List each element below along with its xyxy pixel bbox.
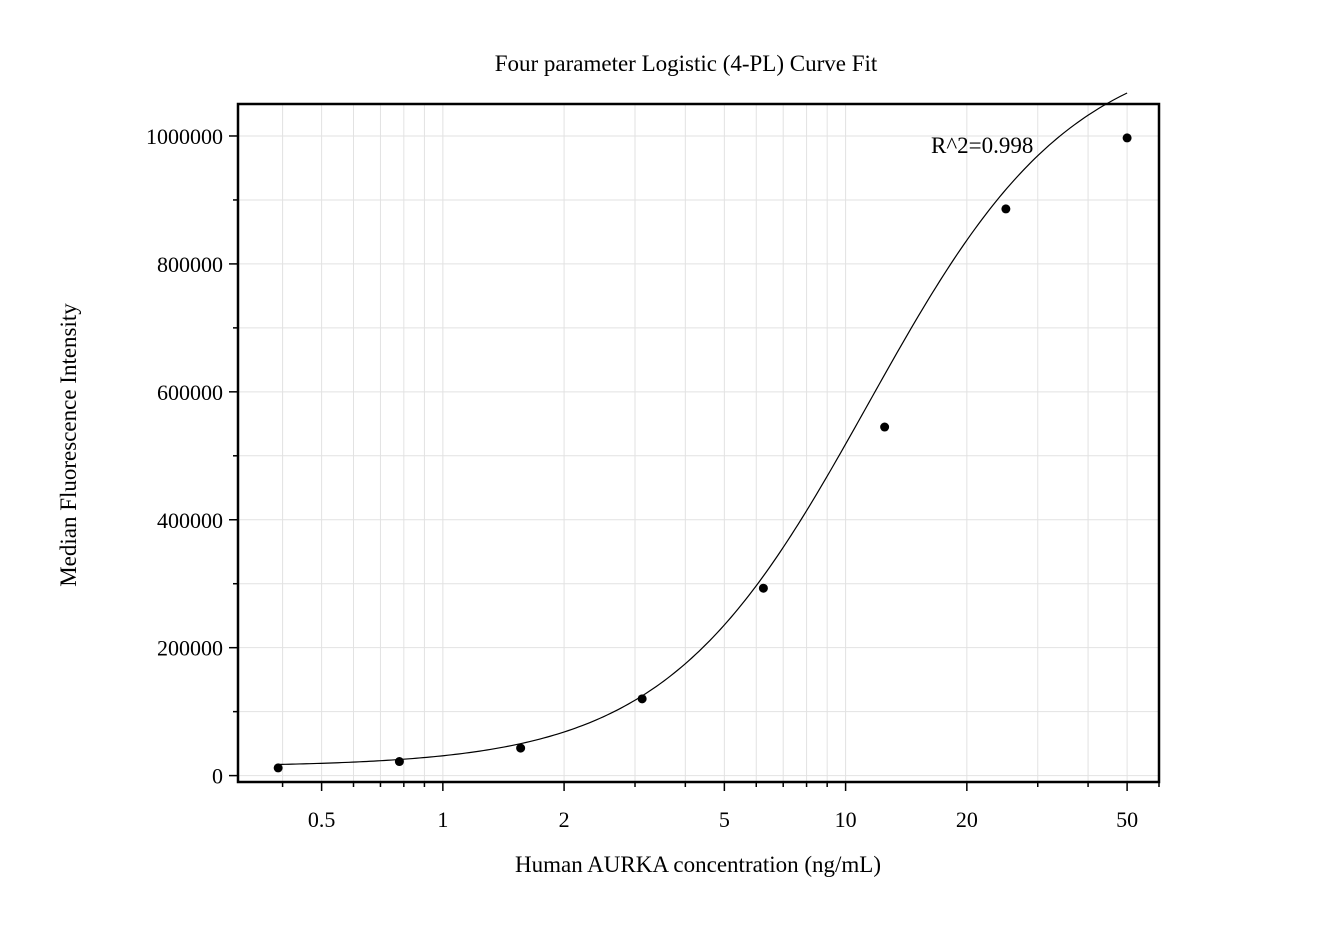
y-tick-label: 800000 [157, 252, 223, 277]
data-point [880, 422, 890, 432]
data-point [1001, 204, 1011, 214]
y-axis-title: Median Fluorescence Intensity [56, 303, 81, 587]
y-tick-label: 600000 [157, 380, 223, 405]
x-tick-label: 5 [719, 807, 730, 832]
data-point [1122, 133, 1132, 143]
grid [238, 104, 1160, 782]
data-point [273, 763, 283, 773]
x-tick-label: 50 [1116, 807, 1138, 832]
x-axis: 0.5 1 2 5 10 20 50 [281, 782, 1160, 832]
y-tick-label: 200000 [157, 636, 223, 661]
r-squared-annotation: R^2=0.998 [931, 133, 1033, 158]
plot-frame [236, 102, 1161, 784]
data-point [637, 694, 647, 704]
chart-title: Four parameter Logistic (4-PL) Curve Fit [495, 51, 878, 76]
fit-curve [278, 92, 1128, 766]
y-tick-label: 1000000 [146, 124, 223, 149]
data-point [758, 583, 768, 593]
data-point [394, 757, 404, 767]
x-tick-label: 2 [559, 807, 570, 832]
fit-curve-group [278, 92, 1128, 766]
x-tick-label: 10 [835, 807, 857, 832]
x-tick-label: 20 [956, 807, 978, 832]
y-tick-label: 400000 [157, 508, 223, 533]
data-point [516, 743, 526, 753]
y-tick-label: 0 [212, 764, 223, 789]
data-points [273, 133, 1132, 773]
x-tick-label: 0.5 [308, 807, 336, 832]
y-axis: 0 200000 400000 600000 800000 1000000 [146, 124, 238, 789]
x-axis-title: Human AURKA concentration (ng/mL) [515, 852, 881, 877]
x-tick-label: 1 [437, 807, 448, 832]
